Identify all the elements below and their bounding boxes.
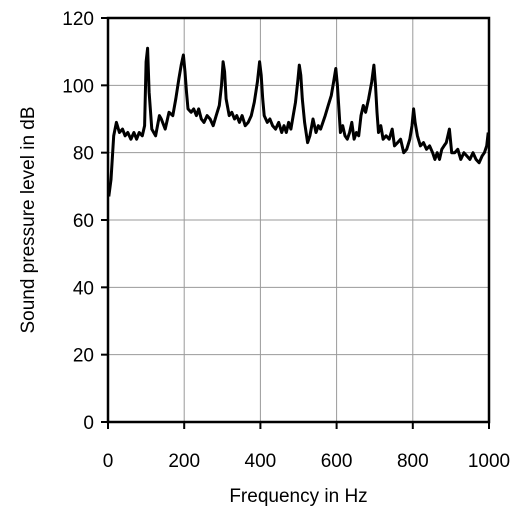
x-tick-label: 600	[321, 451, 353, 472]
y-tick-label: 120	[62, 9, 94, 30]
y-tick-label: 20	[73, 346, 94, 367]
y-tick-label: 100	[62, 76, 94, 97]
y-tick-label: 60	[73, 211, 94, 232]
x-tick-label: 1000	[468, 451, 510, 472]
y-axis-title: Sound pressure level in dB	[18, 106, 39, 333]
axis-ticks	[101, 17, 490, 429]
x-tick-label: 400	[245, 451, 277, 472]
x-axis-title: Frequency in Hz	[229, 486, 367, 507]
series-line	[107, 46, 490, 197]
y-tick-label: 40	[73, 278, 94, 299]
y-tick-label: 80	[73, 144, 94, 165]
y-tick-label: 0	[83, 413, 94, 434]
x-tick-label: 0	[103, 451, 114, 472]
x-tick-label: 200	[168, 451, 200, 472]
x-tick-label: 800	[397, 451, 429, 472]
plot-frame	[106, 16, 491, 424]
tick-labels: 0 200 400 600 800 1000 0 20 40 60 80 100 120	[62, 9, 510, 472]
